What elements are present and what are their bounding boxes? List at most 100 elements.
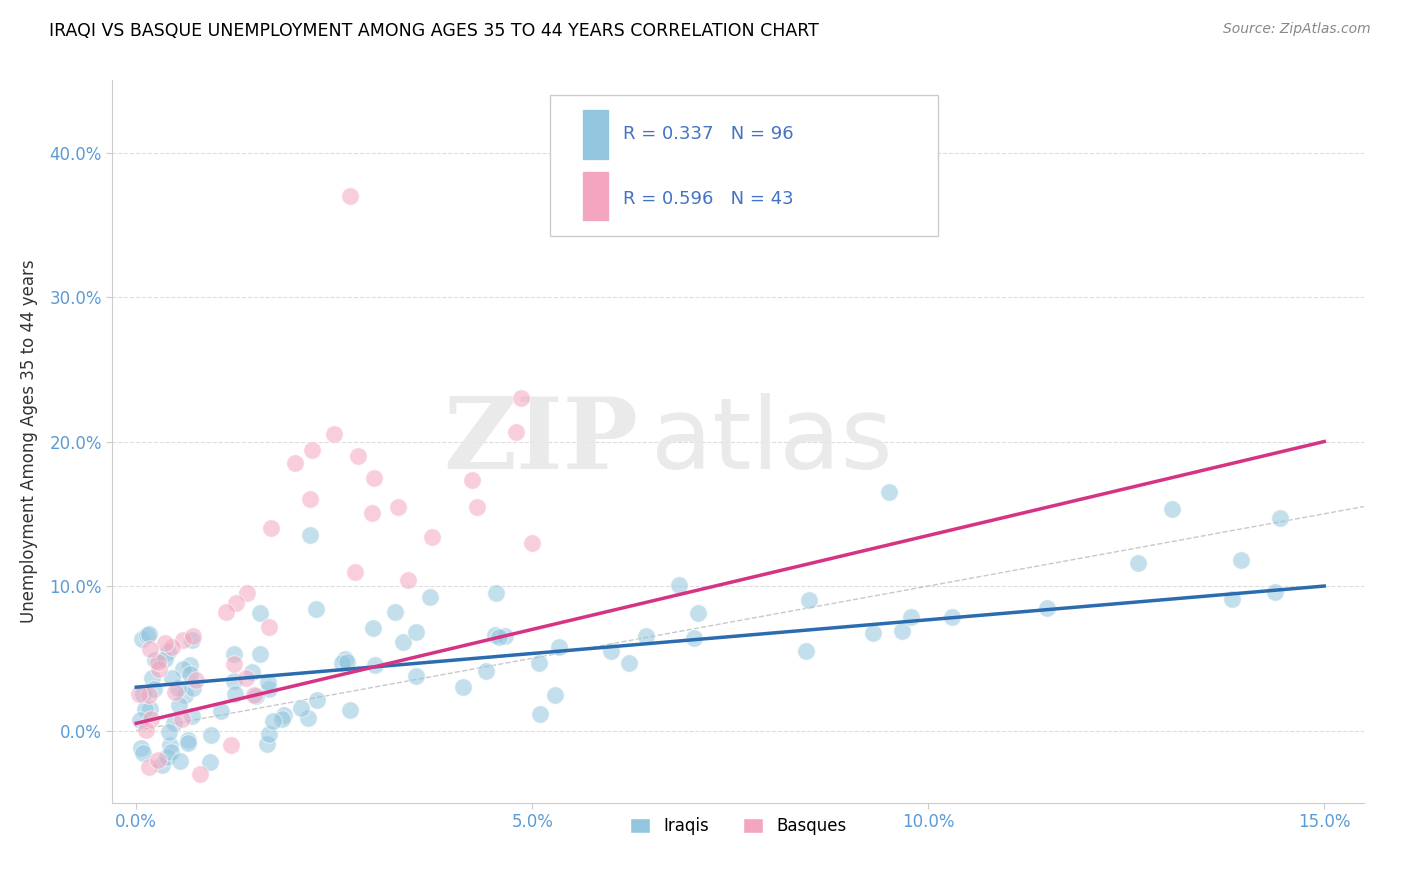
Point [900, 610, 922, 624]
Point [505, 425, 527, 439]
Point [142, 682, 165, 697]
Point [297, 711, 319, 725]
Point [146, 655, 169, 669]
Point [179, 667, 201, 681]
Point [494, 629, 516, 643]
Point [141, 672, 163, 686]
Point [862, 625, 884, 640]
Point [405, 625, 427, 640]
Point [307, 692, 329, 706]
Point [392, 635, 415, 649]
Point [305, 602, 328, 616]
Point [301, 443, 323, 458]
Point [1220, 591, 1243, 606]
Point [548, 640, 571, 654]
FancyBboxPatch shape [582, 170, 609, 221]
Point [219, 738, 242, 752]
Point [890, 624, 912, 638]
FancyBboxPatch shape [582, 109, 609, 160]
Point [188, 767, 211, 781]
Point [160, 671, 183, 685]
Y-axis label: Unemployment Among Ages 35 to 44 years: Unemployment Among Ages 35 to 44 years [21, 260, 38, 624]
Point [163, 715, 186, 730]
Point [181, 629, 204, 643]
Point [484, 628, 506, 642]
Point [330, 656, 353, 670]
Point [460, 473, 482, 487]
Point [339, 189, 361, 203]
Point [256, 737, 278, 751]
Point [134, 702, 156, 716]
Point [131, 746, 153, 760]
Text: Source: ZipAtlas.com: Source: ZipAtlas.com [1223, 22, 1371, 37]
Point [299, 492, 322, 507]
Point [544, 688, 567, 702]
Point [179, 658, 201, 673]
Text: IRAQI VS BASQUE UNEMPLOYMENT AMONG AGES 35 TO 44 YEARS CORRELATION CHART: IRAQI VS BASQUE UNEMPLOYMENT AMONG AGES … [49, 22, 820, 40]
Point [683, 632, 706, 646]
Point [224, 688, 246, 702]
Point [465, 500, 488, 514]
Point [215, 605, 238, 619]
Point [128, 713, 150, 727]
Point [136, 628, 159, 642]
Point [475, 665, 498, 679]
Legend: Iraqis, Basques: Iraqis, Basques [623, 810, 853, 841]
Point [262, 714, 284, 729]
Point [153, 652, 176, 666]
Point [181, 709, 204, 723]
Point [257, 727, 280, 741]
Point [510, 391, 533, 405]
Point [941, 609, 963, 624]
Text: R = 0.337   N = 96: R = 0.337 N = 96 [623, 126, 793, 144]
Point [668, 577, 690, 591]
Point [160, 745, 183, 759]
Point [273, 708, 295, 723]
Point [361, 506, 384, 520]
Point [527, 657, 550, 671]
Point [153, 636, 176, 650]
Point [420, 530, 443, 544]
Point [222, 657, 245, 672]
Point [260, 521, 283, 535]
Point [336, 655, 359, 669]
Point [453, 680, 475, 694]
Point [128, 687, 150, 701]
Point [173, 688, 195, 702]
Point [186, 673, 208, 687]
Text: ZIP: ZIP [443, 393, 638, 490]
Point [170, 712, 193, 726]
Text: R = 0.596   N = 43: R = 0.596 N = 43 [623, 191, 793, 209]
Point [222, 673, 245, 688]
Point [200, 728, 222, 742]
Point [249, 607, 271, 621]
Point [339, 703, 361, 717]
Point [257, 675, 280, 690]
Point [877, 485, 900, 500]
Point [488, 631, 510, 645]
Point [343, 565, 366, 579]
Point [169, 698, 191, 713]
Point [225, 596, 247, 610]
Point [166, 681, 188, 695]
Point [156, 645, 179, 659]
Point [284, 456, 307, 470]
Point [177, 733, 200, 747]
Point [686, 606, 709, 620]
Point [290, 701, 312, 715]
Point [299, 528, 322, 542]
Point [139, 641, 162, 656]
Point [799, 593, 821, 607]
Point [243, 688, 266, 702]
Point [1230, 553, 1253, 567]
Point [224, 648, 246, 662]
Point [236, 586, 259, 600]
Point [135, 723, 157, 737]
Point [387, 500, 409, 514]
Point [363, 471, 385, 485]
Point [172, 633, 194, 648]
Point [183, 681, 205, 696]
Point [131, 632, 153, 646]
Point [163, 685, 186, 699]
Point [177, 736, 200, 750]
